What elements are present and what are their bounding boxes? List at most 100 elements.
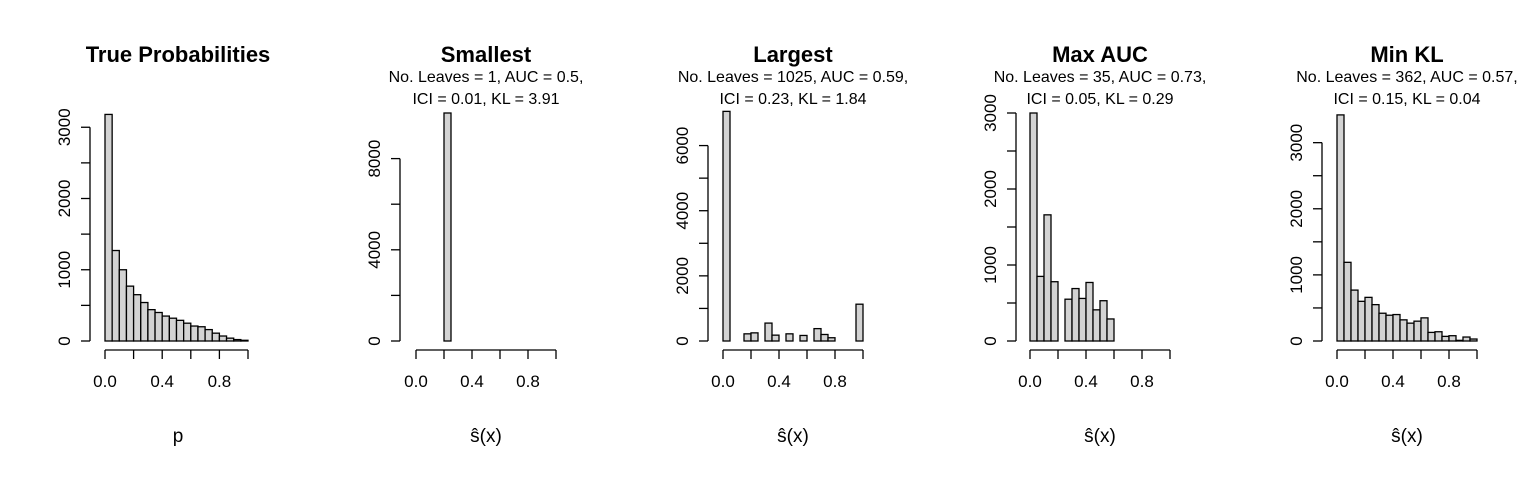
x-tick-label: 0.0 (1325, 372, 1349, 391)
histogram-bar (132, 294, 142, 342)
histogram-bar (1336, 114, 1345, 342)
y-tick-label: 2000 (981, 170, 1000, 208)
panel-subtitle-line: ICI = 0.05, KL = 0.29 (1026, 91, 1173, 108)
histogram-bar (750, 332, 759, 342)
histogram-bar (743, 333, 752, 342)
histogram-bar (1364, 296, 1373, 342)
histogram-bar (820, 333, 829, 342)
y-tick-label: 3000 (55, 108, 74, 146)
histogram-bar (197, 326, 206, 342)
y-tick-label: 0 (981, 336, 1000, 345)
x-tick-label: 0.0 (711, 372, 735, 391)
histogram-bar (722, 110, 731, 342)
histogram-bar (1420, 317, 1429, 342)
panel-4: Min KL No. Leaves = 362, AUC = 0.57, ICI =… (1287, 42, 1518, 447)
y-tick-label: 0 (55, 336, 74, 345)
histogram-bar (118, 269, 128, 342)
histogram-bar (168, 317, 178, 342)
panel-subtitle-line: No. Leaves = 362, AUC = 0.57, (1296, 69, 1517, 86)
x-tick-label: 0.4 (767, 372, 791, 391)
x-axis-title: ŝ(x) (1391, 426, 1423, 447)
x-tick-label: 0.8 (823, 372, 847, 391)
x-axis-title: ŝ(x) (1084, 426, 1116, 447)
panel-title: Smallest (441, 42, 532, 67)
x-axis-title: ŝ(x) (777, 426, 809, 447)
histogram-bar (104, 113, 113, 342)
panel-subtitle-line: No. Leaves = 1, AUC = 0.5, (389, 69, 584, 86)
x-tick-label: 0.4 (460, 372, 484, 391)
histogram-bar (211, 332, 221, 342)
x-tick-label: 0.4 (150, 372, 174, 391)
y-tick-label: 2000 (55, 180, 74, 218)
panel-subtitle-line: ICI = 0.15, KL = 0.04 (1333, 91, 1480, 108)
histogram-bar (161, 315, 170, 342)
histogram-bar (813, 327, 822, 342)
x-tick-label: 0.8 (1130, 372, 1154, 391)
histogram-bar (1036, 275, 1045, 342)
panel-subtitle-line: No. Leaves = 1025, AUC = 0.59, (678, 69, 908, 86)
histogram-bar (154, 311, 163, 342)
histogram-bar (1469, 338, 1478, 342)
x-axis-title: p (173, 426, 184, 447)
histogram-bar (1413, 320, 1422, 342)
histogram-bar (1078, 297, 1087, 342)
histogram-bar (204, 328, 213, 342)
histogram-bar (175, 319, 185, 342)
panel-3: Max AUC No. Leaves = 35, AUC = 0.73, ICI =… (981, 42, 1206, 447)
histogram-bar (1357, 300, 1366, 342)
panel-1: Smallest No. Leaves = 1, AUC = 0.5, ICI = … (365, 42, 583, 447)
panel-title: Largest (753, 42, 833, 67)
histogram-bar (1455, 339, 1464, 342)
y-tick-label: 2000 (1287, 190, 1306, 228)
y-tick-label: 0 (365, 336, 384, 345)
histogram-bar (1092, 309, 1101, 342)
histogram-bar (1385, 314, 1394, 342)
y-tick-label: 8000 (365, 140, 384, 178)
y-tick-label: 0 (1287, 336, 1306, 345)
histogram-bar (1085, 281, 1094, 342)
histogram-bar (1441, 335, 1450, 342)
histogram-bar (1099, 300, 1108, 342)
histogram-bar (1064, 298, 1073, 342)
histogram-bar (1343, 261, 1352, 342)
histogram-bar (771, 334, 780, 342)
histogram-bar (240, 339, 249, 342)
y-tick-label: 2000 (673, 257, 692, 295)
histogram-bar (1043, 214, 1052, 342)
x-tick-label: 0.4 (1381, 372, 1405, 391)
histogram-bar (855, 303, 864, 342)
x-tick-label: 0.0 (1018, 372, 1042, 391)
histogram-bar (1029, 112, 1038, 342)
histogram-bar (1434, 331, 1443, 342)
histogram-bar (140, 301, 149, 342)
x-axis-title: ŝ(x) (470, 426, 502, 447)
x-tick-label: 0.0 (404, 372, 428, 391)
histogram-bar (1378, 312, 1387, 342)
histogram-bar (443, 112, 452, 342)
histogram-bar (1350, 289, 1359, 342)
y-tick-label: 1000 (55, 251, 74, 289)
histogram-bar (799, 334, 808, 342)
histogram-bar (1392, 313, 1401, 342)
panel-subtitle-line: ICI = 0.01, KL = 3.91 (412, 91, 559, 108)
y-tick-label: 1000 (981, 246, 1000, 284)
histogram-bar (785, 333, 794, 342)
y-tick-label: 6000 (673, 127, 692, 165)
histogram-bar (1427, 331, 1436, 342)
x-tick-label: 0.8 (516, 372, 540, 391)
panel-title: Max AUC (1052, 42, 1148, 67)
histogram-bar (1371, 303, 1380, 342)
histogram-bar (111, 249, 120, 342)
histogram-bar (218, 335, 228, 342)
y-tick-label: 0 (673, 336, 692, 345)
histogram-bar (764, 322, 773, 342)
x-tick-label: 0.0 (93, 372, 117, 391)
panel-title: Min KL (1370, 42, 1443, 67)
y-tick-label: 3000 (1287, 124, 1306, 162)
x-tick-label: 0.8 (208, 372, 232, 391)
histogram-bar (1406, 322, 1415, 342)
histogram-bar (182, 322, 192, 342)
y-tick-label: 1000 (1287, 256, 1306, 294)
histogram-bar (1071, 287, 1080, 342)
